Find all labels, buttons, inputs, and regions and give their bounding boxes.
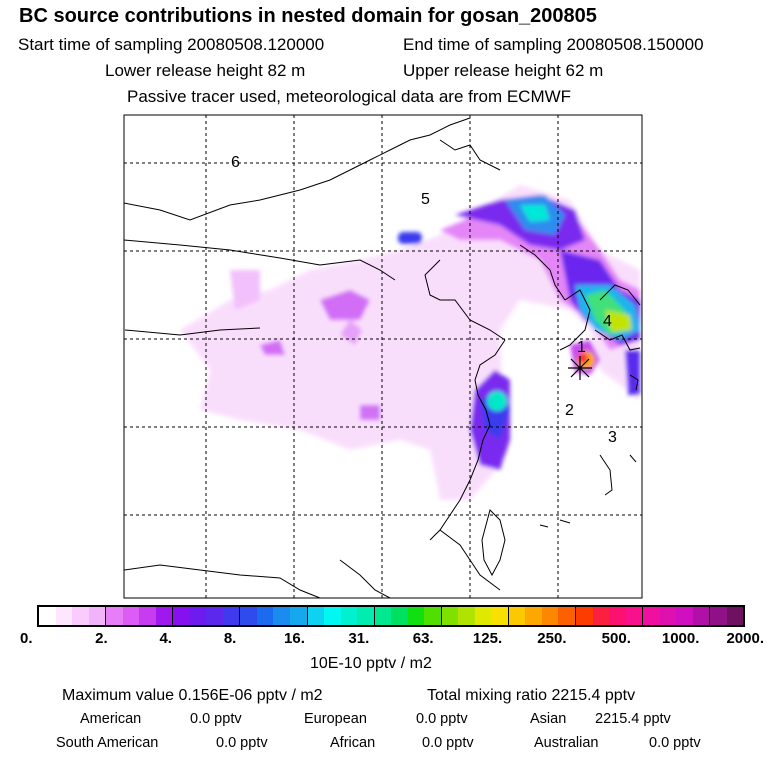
colorbar-segment: [173, 607, 190, 625]
region-label-6: 6: [231, 154, 240, 171]
map-frame: [123, 114, 643, 599]
colorbar-segment: [424, 607, 442, 625]
region-label-2: 2: [565, 402, 574, 419]
region-label-1: 1: [577, 339, 586, 356]
colorbar-tick-label: 8.: [223, 630, 237, 647]
colorbar-segment: [525, 607, 542, 625]
colorbar-tick-label: 2.: [95, 630, 108, 647]
colorbar-segment: [407, 607, 425, 625]
colorbar-segment: [558, 607, 576, 625]
colorbar-segment: [340, 607, 358, 625]
colorbar-tick-label: 2000.: [726, 630, 764, 647]
colorbar-segment: [55, 607, 73, 625]
colorbar-segment: [474, 607, 492, 625]
region-label-4: 4: [603, 313, 612, 330]
colorbar-segment: [576, 607, 593, 625]
tracer-label: Passive tracer used, meteorological data…: [127, 87, 572, 106]
american-label: American: [80, 711, 142, 727]
colorbar-segment: [659, 607, 677, 625]
total-mixing-ratio-label: Total mixing ratio 2215.4 pptv: [427, 687, 636, 704]
asian-label: Asian: [530, 711, 567, 727]
concentration-field: [180, 185, 640, 500]
colorbar-segment: [273, 607, 290, 625]
colorbar-tick-label: 16.: [284, 630, 305, 647]
african-label: African: [330, 735, 376, 751]
colorbar-segment: [189, 607, 207, 625]
south-american-value: 0.0 pptv: [216, 735, 268, 751]
colorbar-segment: [609, 607, 626, 625]
european-value: 0.0 pptv: [416, 711, 468, 727]
colorbar-segment: [307, 607, 325, 625]
maximum-value-label: Maximum value 0.156E-06 pptv / m2: [62, 687, 323, 704]
release-site-star-icon: [568, 356, 592, 380]
colorbar-segment: [324, 607, 341, 625]
colorbar-tick-label: 0.: [20, 630, 33, 647]
figure-title: BC source contributions in nested domain…: [19, 5, 597, 27]
colorbar-segment: [88, 607, 107, 625]
colorbar-segment: [391, 607, 408, 625]
colorbar-segment: [710, 607, 727, 625]
colorbar-segment: [625, 607, 644, 625]
colorbar-segment: [726, 607, 744, 625]
colorbar-segment: [256, 607, 274, 625]
colorbar-segment: [692, 607, 711, 625]
colorbar-tick-label: 63.: [412, 630, 434, 647]
colorbar-tick-label: 125.: [472, 630, 503, 647]
colorbar-tick-label: 31.: [348, 630, 370, 647]
colorbar-segment: [39, 607, 56, 625]
colorbar-segment: [72, 607, 89, 625]
colorbar-segment: [139, 607, 156, 625]
lower-height-label: Lower release height 82 m: [105, 61, 306, 80]
african-value: 0.0 pptv: [422, 735, 474, 751]
colorbar-segment: [491, 607, 509, 625]
colorbar-segment: [643, 607, 660, 625]
colorbar-segment: [122, 607, 140, 625]
start-time-label: Start time of sampling 20080508.120000: [18, 35, 325, 54]
colorbar-tick-label: 4.: [159, 630, 172, 647]
colorbar-segment: [106, 607, 123, 625]
australian-label: Australian: [534, 735, 599, 751]
asian-value: 2215.4 pptv: [595, 711, 671, 727]
colorbar-tick-label: 500.: [601, 630, 631, 647]
colorbar-segment: [222, 607, 241, 625]
end-time-label: End time of sampling 20080508.150000: [403, 35, 704, 54]
colorbar-segment: [289, 607, 308, 625]
colorbar-segment: [357, 607, 375, 625]
colorbar: [37, 605, 745, 627]
colorbar-segment: [374, 607, 392, 625]
upper-height-label: Upper release height 62 m: [403, 61, 604, 80]
european-label: European: [304, 711, 367, 727]
colorbar-segment: [155, 607, 174, 625]
american-value: 0.0 pptv: [190, 711, 242, 727]
colorbar-segment: [206, 607, 223, 625]
colorbar-segment: [592, 607, 610, 625]
colorbar-tick-label: 250.: [537, 630, 567, 647]
colorbar-segment: [676, 607, 693, 625]
colorbar-tick-label: 1000.: [661, 630, 700, 647]
lat-lon-grid: [124, 115, 642, 598]
colorbar-unit-label: 10E-10 pptv / m2: [310, 655, 432, 672]
coastlines: [124, 115, 641, 598]
colorbar-segment: [541, 607, 559, 625]
colorbar-segment: [240, 607, 257, 625]
region-label-5: 5: [421, 191, 430, 208]
colorbar-segment: [441, 607, 459, 625]
australian-value: 0.0 pptv: [649, 735, 701, 751]
colorbar-segment: [508, 607, 526, 625]
south-american-label: South American: [56, 735, 159, 751]
colorbar-segment: [458, 607, 475, 625]
region-label-3: 3: [608, 429, 617, 446]
